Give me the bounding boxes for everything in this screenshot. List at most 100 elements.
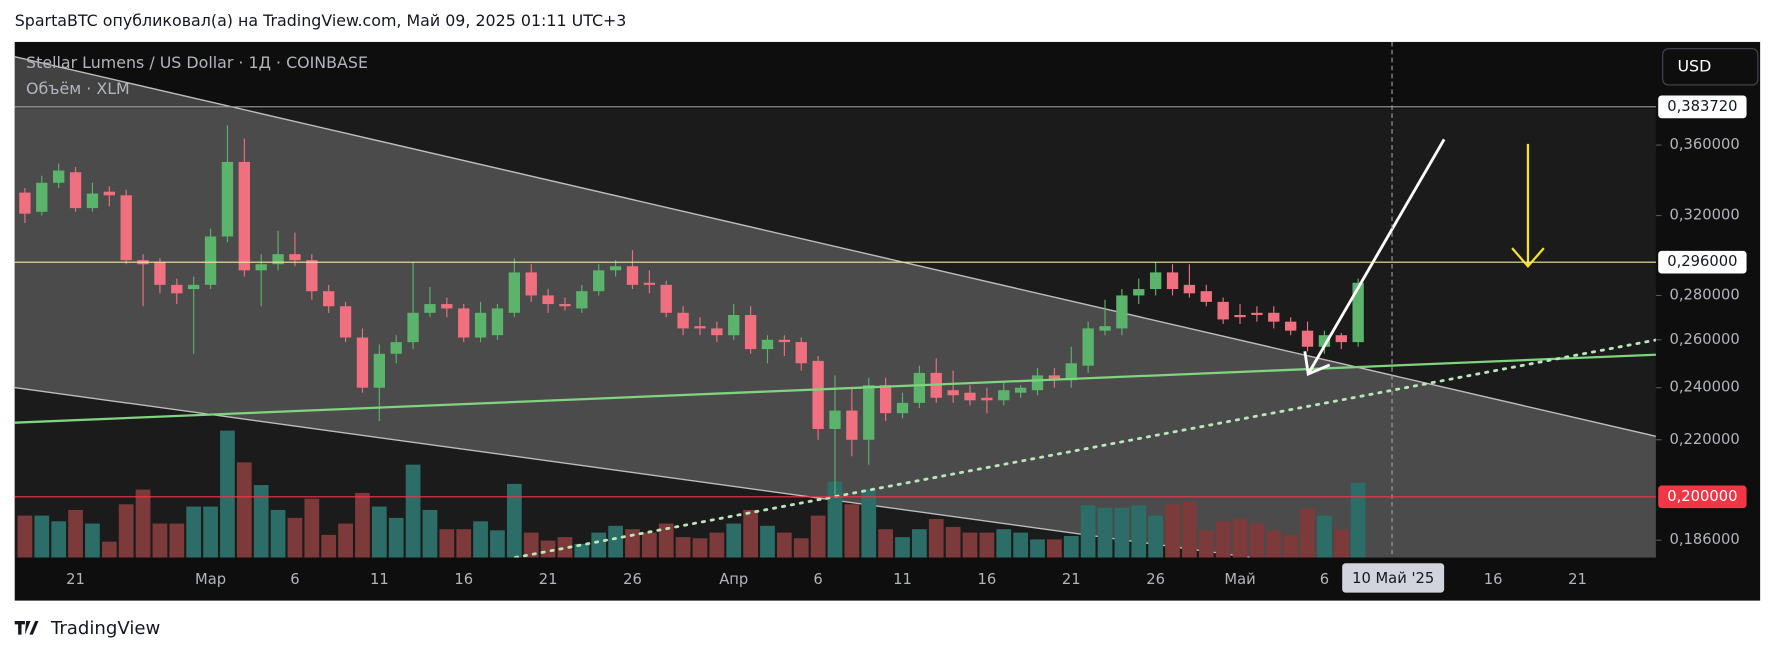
candle-body [508, 272, 521, 313]
dotted-trend [513, 338, 1656, 558]
volume-bar [186, 506, 202, 558]
volume-bar [895, 537, 910, 558]
volume-bar [388, 517, 404, 558]
volume-bar [17, 515, 33, 558]
candle-body [1149, 272, 1162, 290]
volume-bar [1333, 529, 1349, 558]
volume-bar [945, 526, 961, 558]
volume-bar [51, 521, 67, 558]
candle-body [998, 390, 1010, 401]
crosshair-tag [1342, 563, 1445, 593]
candle-body [829, 410, 841, 429]
volume-bar [405, 464, 421, 558]
legend-title: Stellar Lumens / US Dollar · 1Д · COINBA… [26, 53, 368, 72]
y-tick-label: 0,320000 [1670, 207, 1740, 224]
candle-body [1335, 335, 1347, 343]
candle-body [390, 342, 402, 354]
candle-body [441, 304, 453, 309]
candle-body [896, 402, 909, 414]
candle-body [981, 397, 993, 401]
volume-bar [743, 509, 758, 558]
candle-body [1234, 315, 1246, 318]
x-tick-label: Май [1224, 571, 1255, 588]
candle-body [1284, 321, 1297, 331]
x-tick-label: Мар [195, 571, 226, 588]
candle-body [424, 304, 436, 313]
volume-bar [1249, 523, 1265, 558]
volume-bar [726, 523, 742, 558]
currency[interactable]: USD [1677, 56, 1711, 75]
candle-body [812, 360, 824, 429]
price-tag [1658, 95, 1747, 119]
volume-bar [355, 492, 370, 558]
volume-bar [1097, 507, 1113, 558]
volume-bar [760, 525, 775, 558]
candle-body [1251, 312, 1263, 316]
candle-body [491, 308, 504, 336]
volume-bar [844, 504, 860, 558]
trend-line [14, 353, 1656, 424]
candle-body [255, 264, 267, 271]
y-tick-label: 0,186000 [1670, 531, 1740, 548]
candle-body [1133, 289, 1145, 296]
channel [14, 56, 1656, 558]
volume-bar [135, 489, 151, 558]
arrow-head [1511, 247, 1545, 269]
volume-bar [928, 519, 944, 558]
candle-body [660, 284, 672, 313]
candle-body [677, 312, 689, 329]
candle-body [846, 410, 858, 440]
x-tick-label: 11 [370, 571, 389, 588]
x-tick-label: 26 [1146, 571, 1165, 588]
candle-body [188, 284, 200, 290]
candle-body [643, 282, 656, 285]
candle-body [542, 295, 554, 305]
volume-bar [304, 498, 320, 558]
volume-bar [338, 523, 353, 558]
candle-body [1116, 295, 1128, 329]
candle-body [728, 315, 740, 336]
y-tick-label: 0,360000 [1670, 136, 1740, 153]
volume-bar [912, 529, 927, 558]
x-tick-label: 21 [66, 571, 85, 588]
candle-body [69, 172, 82, 209]
candle-body [863, 385, 875, 440]
volume-bar [253, 485, 269, 558]
candle-body [778, 339, 791, 343]
x-tick-label: 21 [1568, 571, 1587, 588]
overlays [14, 41, 1656, 558]
volume-bar [692, 538, 708, 558]
volume-bar [1080, 505, 1096, 558]
candle-body [306, 260, 318, 292]
candle-body [1183, 284, 1196, 294]
currency-button[interactable] [1662, 48, 1759, 86]
volume-bar [1266, 530, 1282, 558]
candle-body [120, 195, 132, 261]
legend-volume: Объём · XLM [26, 79, 130, 98]
candle-body [407, 312, 419, 343]
candle-body [103, 191, 115, 196]
candle-body [36, 182, 48, 212]
volume-bar [1283, 534, 1299, 558]
candle-body [171, 284, 183, 294]
volume-bar [962, 532, 978, 558]
candle-body [559, 304, 571, 307]
volume-bar [1131, 505, 1147, 558]
x-tick-label: 6 [813, 571, 822, 588]
y-tick-label: 0,280000 [1670, 286, 1740, 303]
volume-bar [506, 483, 522, 558]
volume-bar [608, 525, 623, 558]
candle-body [1065, 363, 1077, 381]
volume-bar [878, 529, 893, 558]
y-tick-label: 0,260000 [1670, 331, 1740, 348]
x-tick-label: 6 [1320, 571, 1329, 588]
series [17, 125, 1366, 558]
volume-bar [625, 529, 640, 558]
volume-bar [490, 530, 505, 558]
candle-body [474, 312, 487, 338]
logo-mark [14, 621, 39, 635]
candle-body [289, 254, 301, 261]
volume-bar [709, 532, 725, 558]
candle-body [1166, 272, 1179, 290]
